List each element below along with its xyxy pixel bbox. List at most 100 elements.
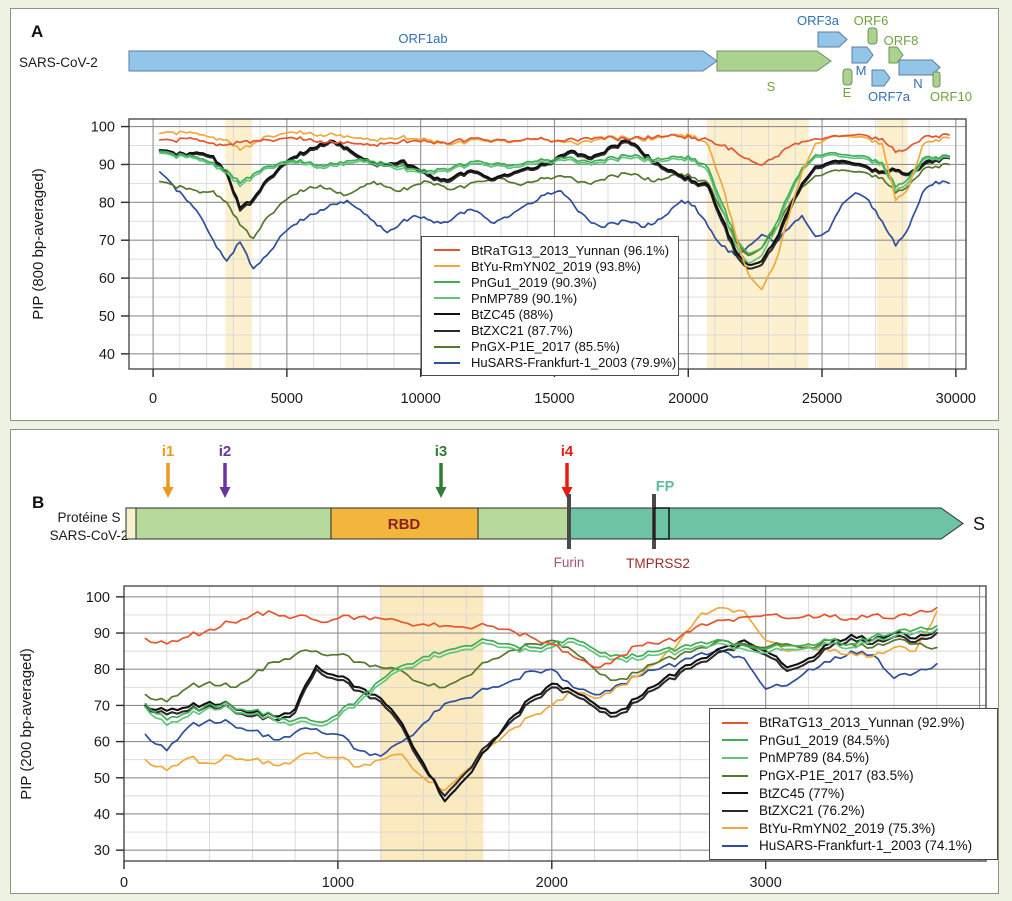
orf6-shape [867,27,878,45]
s-gene-label: S [767,79,776,94]
x-tick-label: 15000 [534,391,574,407]
e-gene-label: E [843,85,852,100]
legend-item: PnGu1_2019 (84.5%) [710,732,997,750]
legend-line-swatch [434,361,460,364]
legend-item: BtRaTG13_2013_Yunnan (92.9%) [710,714,997,732]
spike-segment-mid [477,507,570,540]
i3-head [435,487,447,498]
y-tick-label: 40 [99,347,115,363]
spike-segment-nterm [135,507,332,540]
spike-end-label: S [973,514,985,534]
panel-a-letter: A [31,22,43,41]
legend-line-swatch [722,827,748,830]
legend-label: PnGX-P1E_2017 (85.5%) [471,339,620,355]
i2-label: i2 [219,443,232,460]
legend-line-swatch [434,265,460,268]
y-tick-label: 90 [94,626,110,642]
x-tick-label: 20000 [668,391,708,407]
y-tick-label: 40 [94,807,110,823]
y-axis-label: PIP (800 bp-averaged) [30,168,47,320]
series-line [158,150,950,255]
m-gene-arrow [851,46,874,64]
y-tick-label: 90 [99,157,115,173]
series-line [144,606,938,669]
legend-label: PnMP789 (90.1%) [471,290,578,306]
y-tick-label: 80 [94,662,110,678]
legend-item: HuSARS-Frankfurt-1_2003 (79.9%) [422,355,678,371]
orf1ab-label: ORF1ab [398,31,447,46]
protein-name-line1: Protéine S [57,510,120,525]
y-tick-label: 50 [94,771,110,787]
panel-b: B Protéine S SARS-CoV-2 i1 i2 i3 i4 FP [10,429,999,894]
rbd-label: RBD [388,516,421,533]
fp-region-box [653,507,670,540]
protein-name-line2: SARS-CoV-2 [50,528,129,543]
y-tick-label: 60 [94,735,110,751]
x-tick-label: 0 [120,875,128,891]
series-line [144,631,938,797]
pip-chart-800bp: 0 5000 10000 15000 20000 25000 30000 100 90 80 70 6… [30,118,976,407]
y-axis-label: PIP (200 bp-averaged) [18,648,35,800]
orf8-arrow [888,46,904,64]
y-tick-label: 70 [99,233,115,249]
orf3a-arrow [817,31,848,48]
x-tick-label: 0 [149,391,157,407]
spike-segment-rbd [330,507,479,540]
legend-item: BtZC45 (88%) [422,306,678,322]
legend-item: BtZXC21 (76.2%) [710,802,997,820]
spike-segment-s2-arrow [568,507,964,540]
i3-label: i3 [435,443,448,460]
y-tick-label: 30 [94,843,110,859]
orf10-label: ORF10 [930,89,972,104]
legend-label: HuSARS-Frankfurt-1_2003 (79.9%) [471,355,677,371]
y-tick-label: 60 [99,271,115,287]
n-gene-arrow [898,59,941,76]
y-tick-label: 100 [86,590,110,606]
tmprss2-label: TMPRSS2 [626,556,690,571]
i2-arrow: i2 [219,443,232,498]
i2-head [219,487,231,498]
y-tick-label: 70 [94,698,110,714]
x-tick-label: 5000 [271,391,303,407]
fp-label: FP [656,479,675,495]
series-line [158,152,950,264]
series-line [144,628,938,803]
legend-label: BtZXC21 (87.7%) [471,323,573,339]
n-gene-label: N [913,76,922,91]
legend-panel-a: BtRaTG13_2013_Yunnan (96.1%) BtYu-RmYN02_… [421,236,679,376]
legend-label: HuSARS-Frankfurt-1_2003 (74.1%) [759,838,973,854]
orf10-shape [932,71,941,88]
legend-label: PnMP789 (84.5%) [759,750,870,766]
series-line [158,171,950,270]
series-line [158,162,950,257]
x-tick-label: 10000 [401,391,441,407]
s-gene-arrow [716,50,832,72]
legend-item: BtRaTG13_2013_Yunnan (96.1%) [422,242,678,258]
legend-line-swatch [434,281,460,284]
legend-line-swatch [722,739,748,742]
legend-line-swatch [434,345,460,348]
x-tick-label: 25000 [802,391,842,407]
legend-line-swatch [434,329,460,332]
i1-arrow: i1 [162,443,175,498]
x-tick-label: 1000 [322,875,354,891]
legend-label: PnGX-P1E_2017 (83.5%) [759,768,914,784]
genome-name-label: SARS-CoV-2 [19,55,98,70]
i4-label: i4 [561,443,574,460]
i3-arrow: i3 [435,443,448,498]
orf7a-label: ORF7a [868,89,911,104]
legend-line-swatch [722,844,748,847]
legend-item: PnMP789 (90.1%) [422,290,678,306]
legend-label: BtRaTG13_2013_Yunnan (92.9%) [759,715,965,731]
orf8-label: ORF8 [884,33,919,48]
spike-segment-start [125,507,137,540]
orf3a-label: ORF3a [797,13,840,28]
legend-line-swatch [434,297,460,300]
legend-line-swatch [722,809,748,812]
y-tick-label: 50 [99,309,115,325]
furin-label: Furin [554,555,585,570]
legend-label: BtZC45 (88%) [471,306,554,322]
i1-label: i1 [162,443,175,460]
series-line [144,628,938,727]
x-tick-label: 30000 [936,391,976,407]
